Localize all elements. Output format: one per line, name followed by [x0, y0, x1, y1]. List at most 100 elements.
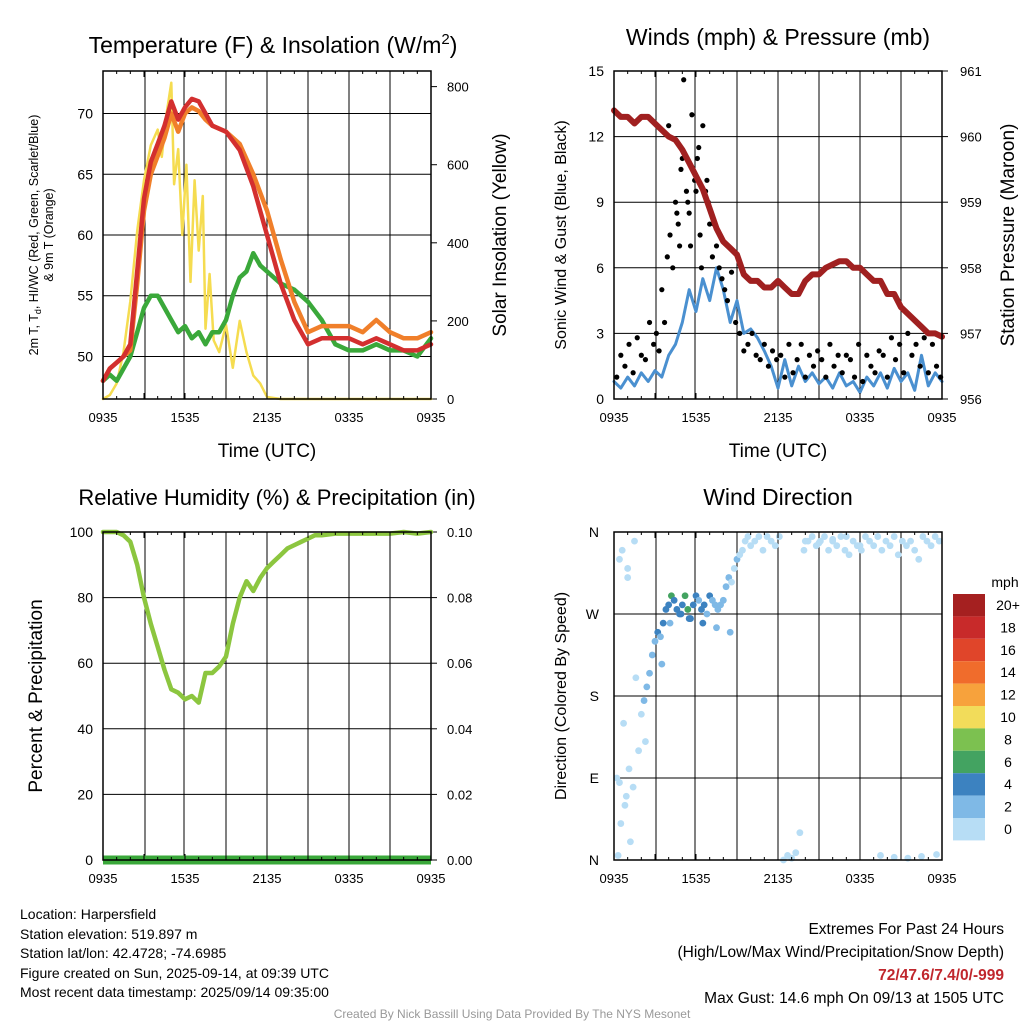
- winds-ytick-right-label: 957: [960, 326, 982, 341]
- figure-created: Figure created on Sun, 2025-09-14, at 09…: [20, 964, 329, 981]
- direction-point: [700, 601, 708, 609]
- direction-point: [751, 537, 759, 545]
- humidity-ytick-label: 100: [70, 524, 94, 540]
- direction-point: [845, 551, 853, 559]
- direction-point: [684, 606, 692, 613]
- direction-ytick-label: W: [586, 606, 600, 622]
- winds-gust-point: [653, 330, 659, 336]
- humidity-ytick-label: 60: [77, 655, 93, 671]
- colorbar-label: 12: [1000, 687, 1016, 703]
- temperature-xtick-label: 2135: [253, 410, 282, 425]
- temperature-series-t2m: [100, 96, 434, 384]
- temperature-title-sup: 2: [441, 31, 449, 48]
- winds-ytick-right-label: 961: [960, 64, 982, 79]
- direction-point: [685, 615, 693, 622]
- winds-gust-point: [634, 335, 640, 341]
- extremes-subtitle: (High/Low/Max Wind/Precipitation/Snow De…: [677, 944, 1005, 961]
- winds-xtick-label: 2135: [764, 410, 793, 425]
- winds-gust-point: [614, 374, 620, 380]
- direction-ytick-label: S: [590, 688, 599, 704]
- extremes-values: 72/47.6/7.4/0/-999: [878, 967, 1004, 984]
- colorbar-swatch: [953, 638, 985, 662]
- colorbar-swatch: [953, 661, 985, 684]
- winds-ytick-label: 6: [596, 260, 604, 276]
- direction-point: [657, 633, 664, 641]
- humidity-ytick-right-label: 0.04: [447, 722, 472, 737]
- temperature-ytick-right-label: 0: [447, 392, 454, 407]
- direction-point: [658, 660, 666, 668]
- colorbar-label: 6: [1004, 754, 1012, 770]
- direction-point: [767, 537, 775, 545]
- winds-ytick-right-label: 960: [960, 130, 982, 145]
- direction-point: [629, 783, 637, 791]
- winds-ytick-right-label: 959: [960, 195, 982, 210]
- winds-xtick-label: 1535: [682, 410, 711, 425]
- colorbar-label: 2: [1004, 799, 1012, 815]
- direction-point: [829, 535, 837, 543]
- winds-gust-point: [815, 348, 821, 354]
- winds-gust-point: [722, 287, 728, 293]
- winds-xtick-label: 0335: [846, 410, 875, 425]
- direction-point: [614, 852, 622, 859]
- humidity-panel: 0 0.00 20 0.02 40 0.04 60 0.06 80 0.08 100 0.10 0935…: [26, 485, 476, 886]
- winds-gust-point: [933, 363, 940, 369]
- winds-gust-point: [689, 112, 695, 118]
- colorbar-label: 20+: [996, 597, 1020, 613]
- direction-point: [903, 542, 910, 550]
- direction-point: [627, 838, 634, 846]
- direction-point: [677, 610, 685, 618]
- winds-gust-point: [700, 123, 706, 129]
- direction-point: [726, 628, 734, 636]
- direction-point: [801, 537, 809, 545]
- winds-gust-point: [630, 370, 636, 376]
- direction-point: [935, 537, 943, 545]
- direction-ytick-label: E: [590, 770, 599, 786]
- winds-ytick-label: 9: [596, 194, 604, 210]
- direction-point: [894, 551, 902, 559]
- direction-point: [919, 533, 927, 540]
- direction-point: [856, 542, 864, 550]
- winds-gust-point: [810, 363, 817, 369]
- direction-point: [624, 565, 632, 572]
- temperature-series-td: [100, 250, 434, 384]
- direction-point: [862, 533, 869, 540]
- direction-point: [759, 546, 767, 554]
- direction-xtick-label: 0335: [846, 871, 875, 886]
- winds-gust-point: [851, 374, 858, 380]
- winds-xtick-label: 0935: [928, 410, 957, 425]
- direction-point: [870, 542, 878, 550]
- direction-point: [646, 669, 653, 677]
- temperature-panel: 50 55 60 65 70 0 200 400 600 800 0935 1535 2135 0335 0…: [27, 31, 511, 462]
- winds-gust-point: [921, 335, 927, 341]
- direction-border: [613, 531, 943, 861]
- winds-ylabel-right: Station Pressure (Maroon): [998, 124, 1019, 347]
- winds-gust-point: [693, 188, 699, 194]
- temperature-ylabel-right-group: Solar Insolation (Yellow): [490, 133, 511, 336]
- winds-ylabel-left-group: Sonic Wind & Gust (Blue, Black): [553, 120, 570, 349]
- direction-point: [739, 546, 746, 554]
- direction-point: [621, 801, 629, 809]
- winds-gust-point: [901, 370, 907, 376]
- direction-point: [890, 533, 898, 540]
- winds-gust-point: [674, 210, 680, 216]
- direction-point: [833, 542, 841, 550]
- temperature-ytick-right-label: 600: [447, 158, 469, 173]
- winds-gust-point: [709, 254, 716, 260]
- temperature-ytick-label: 50: [77, 348, 93, 364]
- direction-ylabel-left: Direction (Colored By Speed): [553, 592, 570, 800]
- winds-gust-point: [622, 363, 628, 369]
- temperature-xtick-label: 1535: [171, 410, 200, 425]
- winds-gust-point: [864, 352, 870, 358]
- direction-point: [886, 542, 894, 550]
- humidity-ytick-right-label: 0.06: [447, 656, 472, 671]
- direction-point: [923, 537, 931, 545]
- direction-point: [747, 542, 755, 550]
- colorbar-swatch: [953, 594, 985, 617]
- winds-gust-point: [827, 341, 833, 347]
- colorbar-label: 8: [1004, 731, 1012, 747]
- winds-gust-point: [843, 352, 849, 358]
- winds-gust-point: [888, 335, 895, 341]
- colorbar-swatch: [953, 683, 985, 706]
- direction-point: [632, 674, 640, 682]
- winds-gust-point: [786, 341, 792, 347]
